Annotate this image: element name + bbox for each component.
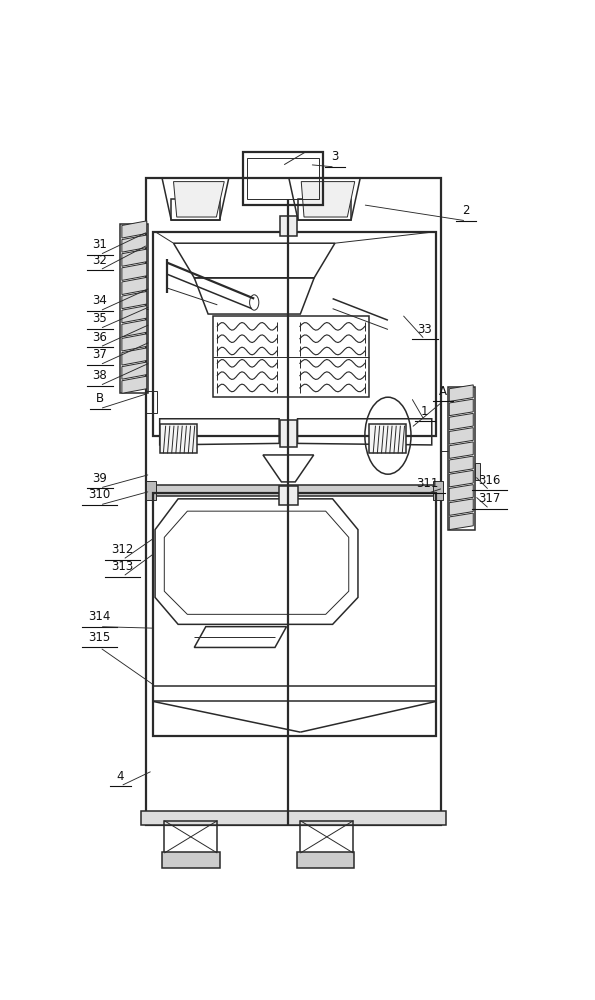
Bar bbox=[153, 232, 436, 436]
Polygon shape bbox=[122, 348, 147, 365]
Bar bbox=[146, 178, 441, 825]
Bar bbox=[300, 821, 353, 853]
Polygon shape bbox=[122, 263, 147, 280]
Bar bbox=[141, 811, 446, 825]
Text: 314: 314 bbox=[89, 610, 111, 623]
Polygon shape bbox=[122, 320, 147, 337]
Polygon shape bbox=[449, 499, 473, 515]
Polygon shape bbox=[449, 413, 473, 430]
Polygon shape bbox=[449, 385, 473, 401]
Bar bbox=[164, 821, 217, 853]
Bar bbox=[280, 420, 297, 447]
Polygon shape bbox=[122, 221, 147, 238]
Bar bbox=[171, 199, 220, 220]
Text: 317: 317 bbox=[478, 492, 500, 505]
Polygon shape bbox=[122, 362, 147, 379]
Bar bbox=[146, 391, 157, 413]
Bar bbox=[433, 481, 443, 500]
Bar bbox=[243, 152, 324, 205]
Text: 316: 316 bbox=[478, 474, 500, 487]
Bar bbox=[475, 463, 480, 480]
Text: 39: 39 bbox=[92, 472, 107, 485]
Text: 311: 311 bbox=[416, 477, 439, 490]
Polygon shape bbox=[122, 277, 147, 295]
Bar bbox=[369, 424, 406, 453]
Text: 313: 313 bbox=[112, 560, 134, 573]
Polygon shape bbox=[122, 334, 147, 351]
Polygon shape bbox=[122, 291, 147, 309]
Polygon shape bbox=[122, 376, 147, 393]
Polygon shape bbox=[449, 485, 473, 501]
Bar bbox=[297, 852, 354, 868]
Polygon shape bbox=[449, 513, 473, 530]
Text: 3: 3 bbox=[331, 150, 339, 163]
Bar bbox=[279, 486, 298, 505]
Bar bbox=[280, 216, 297, 235]
Polygon shape bbox=[122, 235, 147, 252]
Text: 33: 33 bbox=[418, 323, 432, 336]
Bar bbox=[159, 424, 196, 453]
Text: A: A bbox=[439, 385, 447, 398]
Bar bbox=[146, 481, 156, 500]
Bar bbox=[121, 224, 148, 393]
Polygon shape bbox=[449, 399, 473, 416]
Polygon shape bbox=[449, 456, 473, 473]
Text: B: B bbox=[96, 392, 104, 405]
Text: 4: 4 bbox=[117, 770, 124, 783]
Text: 32: 32 bbox=[92, 254, 107, 267]
Bar bbox=[146, 485, 443, 496]
Text: 312: 312 bbox=[112, 543, 134, 556]
Text: 1: 1 bbox=[421, 405, 428, 418]
Bar bbox=[153, 493, 436, 736]
Text: 34: 34 bbox=[92, 294, 107, 307]
Polygon shape bbox=[449, 442, 473, 458]
Polygon shape bbox=[174, 182, 224, 217]
Polygon shape bbox=[449, 428, 473, 444]
Polygon shape bbox=[122, 249, 147, 266]
Bar bbox=[162, 852, 220, 868]
Text: 38: 38 bbox=[92, 369, 107, 382]
Text: 35: 35 bbox=[92, 312, 107, 325]
Bar bbox=[213, 316, 369, 397]
Polygon shape bbox=[122, 306, 147, 323]
Bar bbox=[248, 158, 319, 199]
Text: 31: 31 bbox=[92, 238, 107, 251]
Polygon shape bbox=[301, 182, 355, 217]
Bar bbox=[448, 387, 475, 530]
Text: 36: 36 bbox=[92, 331, 107, 344]
Bar bbox=[298, 199, 351, 220]
Text: 37: 37 bbox=[92, 348, 107, 361]
Text: 2: 2 bbox=[462, 204, 470, 217]
Text: 315: 315 bbox=[89, 631, 111, 644]
Polygon shape bbox=[449, 470, 473, 487]
Text: 310: 310 bbox=[89, 488, 111, 501]
